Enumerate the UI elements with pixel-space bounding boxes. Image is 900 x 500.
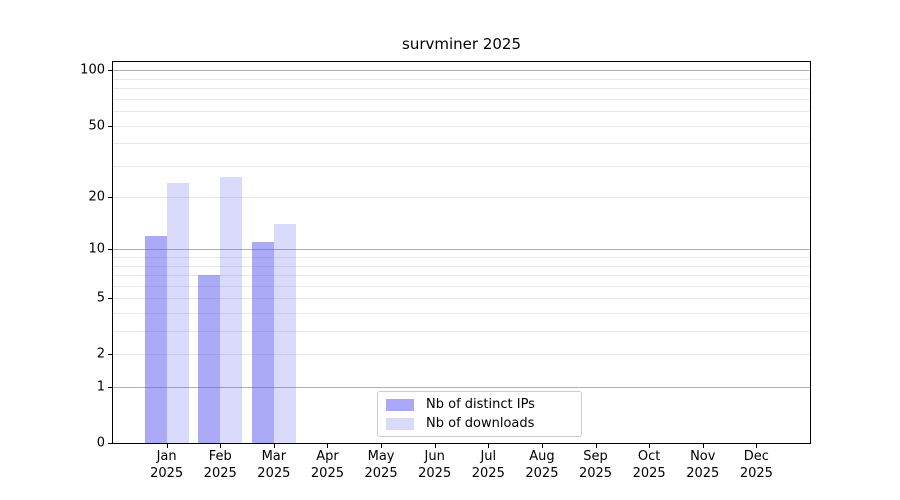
y-tick-mark xyxy=(108,443,112,444)
gridline-minor xyxy=(113,285,810,287)
gridline-major xyxy=(113,249,810,251)
x-tick-label-month: Feb xyxy=(208,449,232,464)
gridline-minor xyxy=(113,313,810,315)
y-tick-label: 1 xyxy=(96,379,105,395)
x-tick-label-year: 2025 xyxy=(203,466,237,481)
y-tick-label: 5 xyxy=(96,290,105,306)
gridline-minor xyxy=(113,111,810,113)
x-tick-label-month: Nov xyxy=(690,449,716,464)
legend-swatch-downloads-icon xyxy=(386,417,414,430)
gridline-minor xyxy=(113,298,810,300)
bar-distinct-ips-feb xyxy=(198,275,221,443)
x-tick-mark xyxy=(434,444,436,448)
gridline-minor xyxy=(113,354,810,356)
gridline-major xyxy=(113,70,810,72)
y-tick-label: 2 xyxy=(96,346,105,362)
x-tick-label: Jan 2025 xyxy=(150,448,183,482)
x-tick-label: Mar 2025 xyxy=(257,448,290,482)
y-tick-label: 50 xyxy=(88,118,105,134)
gridline-minor xyxy=(113,275,810,277)
x-tick-label: Sep 2025 xyxy=(579,448,612,482)
x-tick-mark xyxy=(381,444,383,448)
chart-title: survminer 2025 xyxy=(402,35,521,53)
x-tick-label: Apr 2025 xyxy=(311,448,344,482)
x-tick-mark xyxy=(273,444,275,448)
y-tick-mark xyxy=(108,197,112,199)
gridline-minor xyxy=(113,143,810,145)
gridline-minor xyxy=(113,257,810,259)
x-tick-label-month: Sep xyxy=(583,449,608,464)
x-tick-label-year: 2025 xyxy=(418,466,452,481)
y-tick-mark xyxy=(108,70,112,72)
y-tick-mark xyxy=(108,249,112,251)
x-tick-label: Jun 2025 xyxy=(418,448,451,482)
gridline-minor xyxy=(113,88,810,90)
gridline-minor xyxy=(113,165,810,167)
x-tick-label-year: 2025 xyxy=(686,466,720,481)
x-tick-label: Aug 2025 xyxy=(525,448,558,482)
legend-label-distinct-ips: Nb of distinct IPs xyxy=(426,397,535,412)
y-tick-mark xyxy=(108,298,112,300)
y-tick-label: 10 xyxy=(88,241,105,257)
x-tick-label-month: May xyxy=(367,449,395,464)
x-tick-mark xyxy=(220,444,222,448)
bar-distinct-ips-mar xyxy=(251,242,274,443)
x-tick-mark xyxy=(488,444,490,448)
gridline-minor xyxy=(113,331,810,333)
gridline-minor xyxy=(113,78,810,80)
x-tick-label-year: 2025 xyxy=(578,466,613,481)
bar-downloads-jan xyxy=(166,183,189,443)
gridline-major xyxy=(113,387,810,389)
y-tick-label: 100 xyxy=(80,62,105,78)
x-tick-label-year: 2025 xyxy=(739,466,773,481)
x-tick-label-year: 2025 xyxy=(257,466,291,481)
bar-downloads-mar xyxy=(273,224,296,443)
x-tick-label: Oct 2025 xyxy=(633,448,666,482)
x-tick-mark xyxy=(702,444,704,448)
x-tick-label-year: 2025 xyxy=(632,466,666,481)
y-tick-mark xyxy=(108,387,112,389)
y-tick-mark xyxy=(108,125,112,127)
plot-area xyxy=(112,61,811,444)
x-tick-label-month: Mar xyxy=(261,449,287,464)
x-tick-mark xyxy=(756,444,758,448)
x-tick-label: May 2025 xyxy=(365,448,398,482)
y-tick-label: 20 xyxy=(88,189,105,205)
x-tick-label-year: 2025 xyxy=(364,466,398,481)
x-tick-label: Dec 2025 xyxy=(740,448,773,482)
x-tick-label: Feb 2025 xyxy=(204,448,237,482)
x-tick-label-year: 2025 xyxy=(471,466,505,481)
gridline-minor xyxy=(113,265,810,267)
x-tick-mark xyxy=(595,444,597,448)
legend-item-distinct-ips: Nb of distinct IPs xyxy=(386,396,573,413)
legend-item-downloads: Nb of downloads xyxy=(386,415,573,432)
legend: Nb of distinct IPs Nb of downloads xyxy=(377,391,582,437)
gridline-minor xyxy=(113,197,810,199)
x-tick-label-year: 2025 xyxy=(310,466,344,481)
x-tick-mark xyxy=(541,444,543,448)
x-tick-label: Jul 2025 xyxy=(472,448,505,482)
bar-distinct-ips-jan xyxy=(144,235,167,443)
x-tick-mark xyxy=(327,444,329,448)
x-tick-label-month: Jul xyxy=(480,449,497,464)
x-tick-mark xyxy=(649,444,651,448)
x-tick-label-month: Apr xyxy=(316,449,339,464)
gridline-minor xyxy=(113,125,810,127)
x-tick-label-month: Dec xyxy=(743,449,769,464)
y-tick-mark xyxy=(108,354,112,356)
legend-label-downloads: Nb of downloads xyxy=(426,416,535,431)
legend-swatch-ips-icon xyxy=(386,398,414,411)
bar-downloads-feb xyxy=(220,176,243,443)
x-tick-label-month: Jun xyxy=(424,449,445,464)
gridline-minor xyxy=(113,98,810,100)
x-tick-label-month: Aug xyxy=(529,449,555,464)
x-tick-label: Nov 2025 xyxy=(686,448,719,482)
x-tick-label-year: 2025 xyxy=(525,466,559,481)
x-tick-label-month: Oct xyxy=(637,449,661,464)
x-tick-mark xyxy=(166,444,168,448)
y-tick-label: 0 xyxy=(96,435,105,451)
x-tick-label-year: 2025 xyxy=(150,466,184,481)
x-tick-label-month: Jan xyxy=(156,449,177,464)
